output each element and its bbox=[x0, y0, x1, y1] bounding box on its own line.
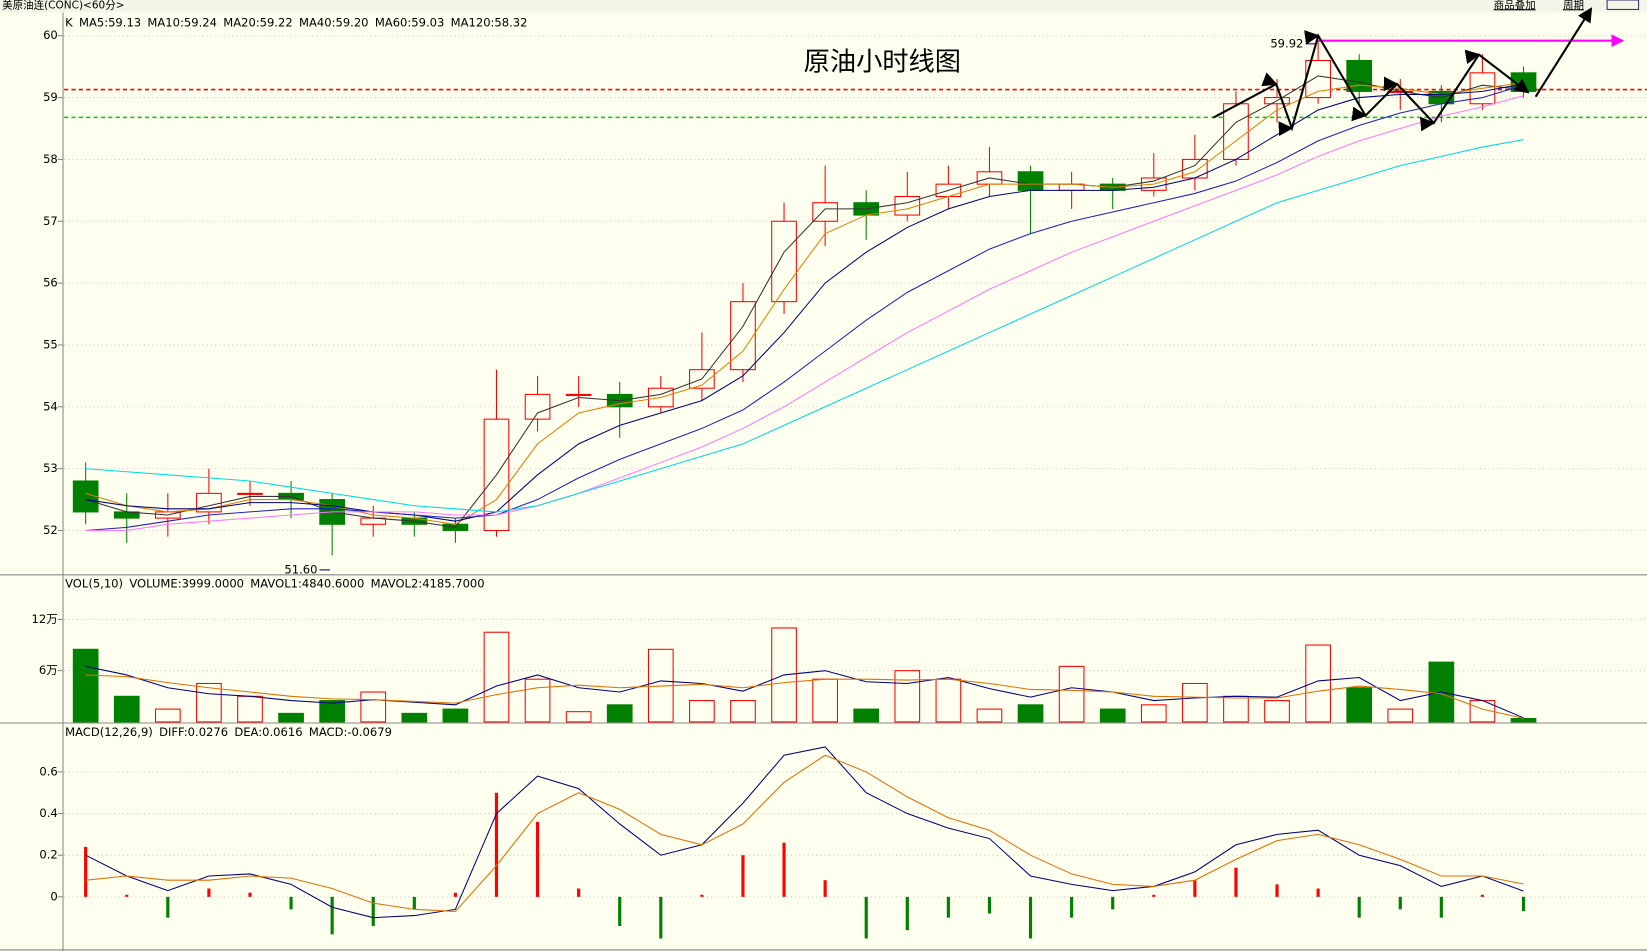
y-tick-label: 54 bbox=[43, 399, 58, 413]
volume-bar bbox=[853, 708, 880, 723]
volume-bar bbox=[319, 700, 346, 723]
legend-entry: MA40:59.20 bbox=[299, 16, 369, 30]
annotation-label: 51.60 bbox=[284, 562, 317, 576]
y-tick-label: 0 bbox=[50, 889, 57, 903]
chart-annotation-title: 原油小时线图 bbox=[804, 48, 961, 78]
volume-bar bbox=[483, 631, 510, 723]
legend-entry: DEA:0.0616 bbox=[234, 725, 302, 739]
volume-bar bbox=[1264, 700, 1290, 723]
legend-entry: MACD:-0.0679 bbox=[309, 725, 392, 739]
volume-bar bbox=[606, 704, 633, 723]
legend-entry: MA5:59.13 bbox=[79, 16, 141, 30]
volume-bar bbox=[565, 711, 592, 723]
legend-entry: MA20:59.22 bbox=[223, 16, 293, 30]
volume-bar bbox=[524, 678, 551, 723]
y-tick-label: 57 bbox=[43, 214, 58, 228]
candle-body bbox=[524, 393, 551, 420]
drawn-arrow bbox=[1212, 30, 1530, 136]
volume-bar bbox=[935, 678, 962, 723]
volume-bar bbox=[401, 712, 428, 723]
volume-bar bbox=[442, 708, 469, 723]
legend-entry: MA60:59.03 bbox=[375, 16, 445, 30]
volume-bar bbox=[976, 708, 1003, 723]
icon[interactable] bbox=[1606, 0, 1640, 10]
y-tick-label: 60 bbox=[43, 28, 58, 42]
volume-bar bbox=[689, 700, 715, 723]
candle-body bbox=[812, 202, 838, 222]
y-tick-label: 53 bbox=[43, 461, 58, 475]
y-tick-label: 0.6 bbox=[39, 764, 57, 778]
annotation-label: 59.92 bbox=[1270, 36, 1303, 50]
legend-entry: VOL(5,10) bbox=[65, 577, 123, 591]
volume-bar bbox=[1058, 665, 1085, 723]
volume-bar bbox=[1140, 704, 1167, 723]
volume-bar bbox=[1017, 704, 1044, 723]
volume-bar bbox=[1223, 695, 1249, 723]
line bbox=[85, 746, 1524, 919]
volume-bar bbox=[278, 712, 304, 723]
y-tick-label: 56 bbox=[43, 276, 58, 290]
volume-bar bbox=[360, 691, 387, 723]
line bbox=[85, 674, 1524, 719]
link[interactable]: 商品叠加 bbox=[1494, 0, 1536, 11]
volume-bar bbox=[812, 678, 838, 723]
header-title: 美原油连(CONC)<60分> bbox=[2, 0, 124, 11]
top-bar bbox=[0, 0, 1647, 13]
volume-bar bbox=[72, 648, 99, 723]
legend-entry: MA10:59.24 bbox=[147, 16, 217, 30]
volume-bar bbox=[237, 695, 263, 723]
volume-bar bbox=[1099, 708, 1126, 723]
candle-body bbox=[72, 480, 99, 513]
volume-bar bbox=[1387, 708, 1414, 723]
legend-entry: K bbox=[65, 16, 73, 30]
legend-entry: DIFF:0.0276 bbox=[159, 725, 228, 739]
y-tick-label: 12万 bbox=[32, 612, 58, 626]
y-tick-label: 0.2 bbox=[39, 848, 57, 862]
volume-bar bbox=[1182, 682, 1208, 723]
legend-entry: MAVOL2:4185.7000 bbox=[371, 577, 485, 591]
y-tick-label: 52 bbox=[43, 523, 58, 537]
volume-bar bbox=[1305, 644, 1331, 723]
legend-entry: MA120:58.32 bbox=[451, 16, 528, 30]
y-tick-label: 58 bbox=[43, 152, 58, 166]
candle-body bbox=[1017, 171, 1044, 191]
candle-body bbox=[565, 393, 592, 396]
y-tick-label: 55 bbox=[43, 337, 58, 351]
line bbox=[85, 84, 1524, 531]
y-tick-label: 0.4 bbox=[39, 806, 57, 820]
volume-bar bbox=[1510, 717, 1537, 723]
line bbox=[85, 139, 1524, 513]
link[interactable]: 周期 bbox=[1563, 0, 1584, 11]
volume-bar bbox=[1346, 687, 1373, 723]
y-tick-label: 6万 bbox=[39, 663, 58, 677]
line bbox=[85, 754, 1524, 912]
line bbox=[85, 95, 1524, 531]
volume-bar bbox=[730, 700, 756, 723]
line bbox=[85, 665, 1524, 719]
legend-entry: VOLUME:3999.0000 bbox=[129, 577, 244, 591]
candle-body bbox=[771, 220, 797, 303]
volume-bar bbox=[196, 682, 222, 723]
drawn-arrow bbox=[1534, 7, 1593, 98]
legend-entry: MAVOL1:4840.6000 bbox=[250, 577, 364, 591]
volume-bar bbox=[154, 708, 181, 723]
candle-body bbox=[237, 492, 263, 495]
volume-bar bbox=[113, 695, 140, 723]
volume-bar bbox=[894, 670, 921, 723]
legend-entry: MACD(12,26,9) bbox=[65, 725, 153, 739]
y-tick-label: 59 bbox=[43, 90, 58, 104]
